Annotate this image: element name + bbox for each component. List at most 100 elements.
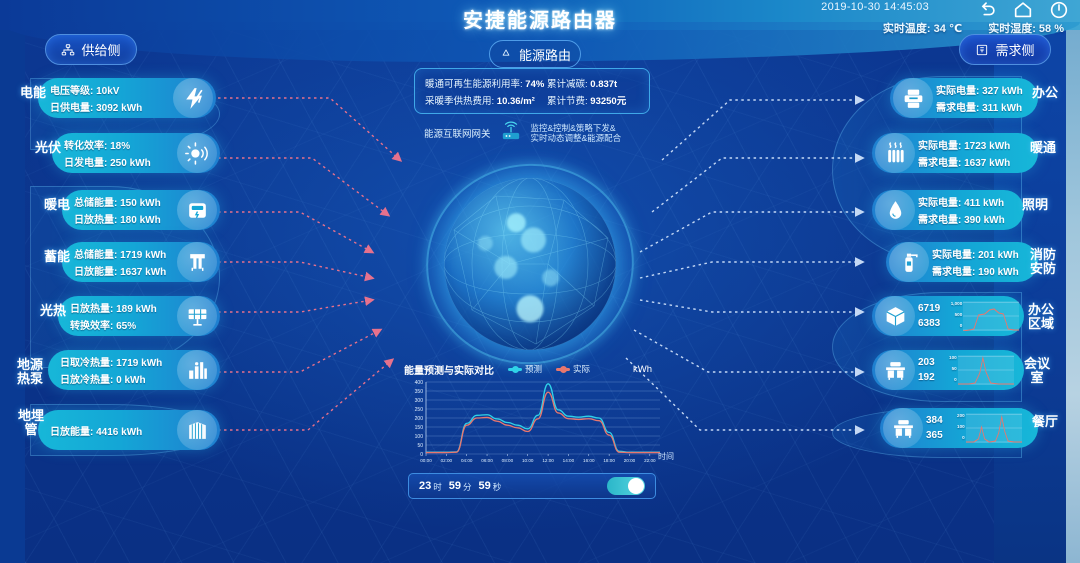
time-toggle-switch[interactable] <box>607 477 645 495</box>
demand-card-icon-disc <box>875 296 915 336</box>
globe-wireframe <box>444 178 616 350</box>
svg-text:14:00: 14:00 <box>563 458 575 463</box>
demand-value: 365 <box>926 430 943 441</box>
supply-card-3[interactable]: 总储能量: 1719 kWh 日放能量: 1637 kWh <box>62 242 220 282</box>
chart-xlabel: 时间 <box>658 452 674 461</box>
demand-card-text: 203 192 100 50 0 <box>918 355 1014 385</box>
mini-axis-labels: 1,000 500 0 <box>947 301 963 331</box>
summary-label-2: 累计减碳: <box>547 78 588 90</box>
card-row-key: 实际电量: <box>918 198 962 209</box>
card-row-unit: kWh <box>124 375 146 386</box>
card-row-value: 1637 <box>120 267 143 278</box>
card-row: 日取冷热量: 1719 kWh <box>60 354 162 369</box>
supply-side-button[interactable]: 供给侧 <box>45 34 137 65</box>
card-row-value: 0 <box>116 375 122 386</box>
summary-row: 暖通可再生能源利用率: 74% 累计减碳: 0.837t <box>425 76 639 90</box>
energy-route-label: 能源路由 <box>518 47 571 63</box>
demand-card-icon-disc <box>875 350 915 390</box>
demand-card-6[interactable]: 384 365 200 100 0 <box>880 408 1038 448</box>
summary-row: 采暖季供热费用: 10.36/m² 累计节费: 93250元 <box>425 93 639 107</box>
heat-meter-icon <box>188 202 206 218</box>
supply-card-5[interactable]: 日取冷热量: 1719 kWh 日放冷热量: 0 kWh <box>48 350 220 390</box>
supply-card-1[interactable]: 转化效率: 18% 日发电量: 250 kWh <box>52 133 220 173</box>
minute-value[interactable]: 59 <box>448 480 462 492</box>
demand-card-1[interactable]: 实际电量: 1723 kWh 需求电量: 1637 kWh <box>872 133 1038 173</box>
card-row-key: 日放能量: <box>74 267 118 278</box>
card-row-key: 实际电量: <box>936 86 980 97</box>
demand-label-0: 办公 <box>1032 85 1059 100</box>
summary-value: 74% <box>525 78 545 90</box>
demand-card-icon-disc <box>883 408 923 448</box>
card-row: 实际电量: 201 kWh <box>932 246 1019 261</box>
summary-value: 10.36/m² <box>496 95 535 107</box>
chart-legend: 预测 实际 <box>508 363 590 375</box>
demand-card-5[interactable]: 203 192 100 50 0 <box>872 350 1024 390</box>
svg-text:400: 400 <box>415 380 424 386</box>
card-row-key: 需求电量: <box>918 215 962 226</box>
demand-card-2[interactable]: 实际电量: 411 kWh 需求电量: 390 kWh <box>872 190 1024 230</box>
card-row-unit: kWh <box>1001 103 1023 114</box>
energy-route-button[interactable]: 能源路由 <box>489 40 581 68</box>
mini-chart: 1,000 500 0 <box>947 301 1020 332</box>
supply-card-4[interactable]: 日放热量: 189 kWh 转换效率: 65% <box>58 296 220 336</box>
legend-item-predict[interactable]: 预测 <box>508 363 542 375</box>
hour-value[interactable]: 23 <box>419 480 432 492</box>
demand-label-1: 暖通 <box>1030 140 1057 155</box>
supply-card-text: 总储能量: 150 kWh 日放热量: 180 kWh <box>74 194 161 226</box>
summary-value-2: 93250元 <box>590 95 627 107</box>
home-icon[interactable] <box>1012 0 1034 21</box>
card-row: 需求电量: 390 kWh <box>918 211 1005 226</box>
mini-plot <box>965 413 1022 443</box>
card-row: 实际电量: 327 kWh <box>936 82 1023 97</box>
card-row-value: 4416 <box>96 426 119 438</box>
supply-label-5: 地源 热泵 <box>17 357 44 386</box>
second-value[interactable]: 59 <box>478 480 491 492</box>
demand-card-4[interactable]: 6719 6383 1,000 500 0 <box>872 296 1024 336</box>
supply-card-6[interactable]: 日放能量: 4416 kWh <box>38 410 220 450</box>
svg-text:16:00: 16:00 <box>583 458 595 463</box>
supply-card-0[interactable]: 电压等级: 10kV 日供电量: 3092 kWh <box>38 78 216 118</box>
time-control-bar[interactable]: 23 时 59 分 59 秒 <box>408 473 656 499</box>
recycle-icon <box>502 49 510 56</box>
supply-label-3: 蓄能 <box>44 249 71 264</box>
card-row-unit: kWh <box>997 267 1019 278</box>
svg-text:150: 150 <box>415 425 424 431</box>
heat-pump-icon <box>188 361 207 379</box>
actual-value: 6719 <box>918 303 941 314</box>
second-unit: 秒 <box>492 482 502 492</box>
demand-card-3[interactable]: 实际电量: 201 kWh 需求电量: 190 kWh <box>886 242 1038 282</box>
power-icon[interactable] <box>1048 0 1070 21</box>
svg-text:200: 200 <box>415 416 424 422</box>
humidity-readout: 实时湿度: 58 % <box>988 23 1064 35</box>
card-row-key: 日供电量: <box>50 103 94 114</box>
supply-card-2[interactable]: 总储能量: 150 kWh 日放热量: 180 kWh <box>62 190 220 230</box>
card-row-unit: kWh <box>145 267 167 278</box>
legend-item-actual[interactable]: 实际 <box>556 363 590 375</box>
extinguisher-icon <box>904 253 918 272</box>
page-title: 安捷能源路由器 <box>463 10 617 32</box>
energy-forecast-chart: 能量预测与实际对比 预测 实际 kWh 0 50 100 150 200 250 300 35… <box>396 362 674 470</box>
demand-card-text: 实际电量: 411 kWh 需求电量: 390 kWh <box>918 194 1005 226</box>
card-row-unit: kWh <box>121 103 143 114</box>
back-icon[interactable] <box>976 0 998 21</box>
demand-label-3: 消防 安防 <box>1030 247 1057 276</box>
card-row-value: 150 <box>120 198 137 209</box>
energy-summary-box: 暖通可再生能源利用率: 74% 累计减碳: 0.837t 采暖季供热费用: 10… <box>414 68 650 114</box>
mini-tick: 0 <box>954 377 957 382</box>
svg-text:50: 50 <box>417 443 423 449</box>
card-row: 转化效率: 18% <box>64 137 151 152</box>
demand-side-button[interactable]: 需求侧 <box>959 34 1051 65</box>
demand-label-5: 会议室 <box>1024 356 1051 385</box>
card-row: 日发电量: 250 kWh <box>64 154 151 169</box>
demand-card-0[interactable]: 实际电量: 327 kWh 需求电量: 311 kWh <box>890 78 1038 118</box>
gateway-label: 能源互联网网关 <box>424 129 491 140</box>
card-row: 需求电量: 190 kWh <box>932 263 1019 278</box>
mini-chart: 200 100 0 <box>950 413 1022 443</box>
mini-tick: 0 <box>962 435 965 440</box>
card-row: 日放冷热量: 0 kWh <box>60 371 162 386</box>
card-row-value: 411 <box>964 198 981 209</box>
card-row-key: 转换效率: <box>70 321 114 332</box>
printer-icon <box>904 89 922 108</box>
actual-value: 203 <box>918 357 935 368</box>
mini-tick: 100 <box>957 424 965 429</box>
